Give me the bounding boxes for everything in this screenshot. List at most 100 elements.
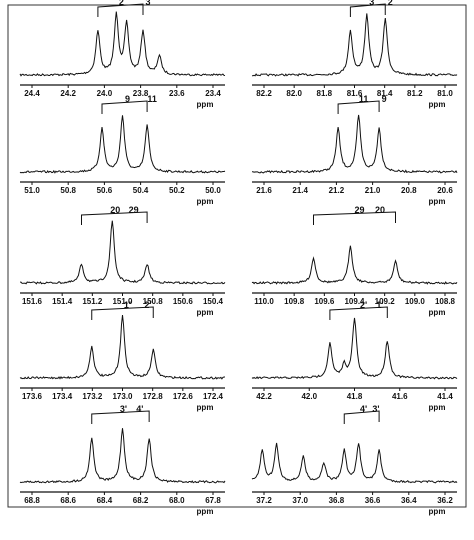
peak-label: 1' xyxy=(124,300,131,310)
tick-label: 173.6 xyxy=(22,392,43,401)
peak-bracket xyxy=(329,306,388,320)
tick-label: 109.8 xyxy=(284,297,305,306)
tick-label: 151.4 xyxy=(52,297,73,306)
peak-label: 3 xyxy=(145,0,150,7)
tick-label: 24.4 xyxy=(24,89,40,98)
peak-label: 3' xyxy=(372,404,379,414)
spectrum-trace xyxy=(251,245,458,285)
tick-label: 50.2 xyxy=(169,186,185,195)
tick-label: 68.8 xyxy=(24,496,40,505)
peak-label: 2' xyxy=(360,300,367,310)
peak-bracket xyxy=(313,211,396,225)
unit-label: ppm xyxy=(197,403,214,412)
tick-label: 42.0 xyxy=(301,392,317,401)
unit-label: ppm xyxy=(429,308,446,317)
unit-label: ppm xyxy=(429,403,446,412)
peak-bracket xyxy=(91,306,154,320)
tick-label: 50.4 xyxy=(133,186,149,195)
spectrum-trace xyxy=(19,11,226,77)
unit-label: ppm xyxy=(429,100,446,109)
peak-label: 1' xyxy=(376,300,383,310)
tick-label: 21.6 xyxy=(256,186,272,195)
peak-label: 3 xyxy=(369,0,374,7)
tick-label: 42.2 xyxy=(256,392,272,401)
tick-label: 37.0 xyxy=(292,496,308,505)
tick-label: 23.8 xyxy=(133,89,149,98)
spectrum-trace xyxy=(251,13,458,77)
peak-bracket xyxy=(343,410,380,424)
tick-label: 151.2 xyxy=(82,297,103,306)
tick-label: 109.2 xyxy=(375,297,396,306)
tick-label: 150.8 xyxy=(143,297,164,306)
tick-label: 109.0 xyxy=(405,297,426,306)
peak-bracket xyxy=(91,410,150,424)
tick-label: 68.2 xyxy=(133,496,149,505)
tick-label: 173.0 xyxy=(112,392,133,401)
tick-label: 21.0 xyxy=(365,186,381,195)
tick-label: 20.6 xyxy=(437,186,453,195)
tick-label: 21.2 xyxy=(329,186,345,195)
tick-label: 41.8 xyxy=(347,392,363,401)
tick-label: 68.4 xyxy=(97,496,113,505)
tick-label: 173.4 xyxy=(52,392,73,401)
tick-label: 150.6 xyxy=(173,297,194,306)
tick-label: 50.6 xyxy=(97,186,113,195)
peak-bracket xyxy=(97,3,144,17)
spectrum-trace xyxy=(251,317,458,380)
tick-label: 109.6 xyxy=(314,297,335,306)
tick-label: 81.2 xyxy=(407,89,423,98)
tick-label: 81.0 xyxy=(437,89,453,98)
tick-label: 172.4 xyxy=(203,392,224,401)
tick-label: 150.4 xyxy=(203,297,224,306)
spectrum-trace xyxy=(251,114,458,174)
tick-label: 50.8 xyxy=(60,186,76,195)
tick-label: 172.8 xyxy=(143,392,164,401)
peak-label: 11 xyxy=(359,94,369,104)
peak-bracket xyxy=(337,100,380,114)
tick-label: 36.2 xyxy=(437,496,453,505)
tick-label: 82.2 xyxy=(256,89,272,98)
unit-label: ppm xyxy=(197,100,214,109)
spectrum-trace xyxy=(19,314,225,380)
peak-label: 20 xyxy=(110,205,120,215)
peak-label: 9 xyxy=(125,94,130,104)
peak-label: 4' xyxy=(136,404,143,414)
tick-label: 81.6 xyxy=(347,89,363,98)
tick-label: 36.6 xyxy=(365,496,381,505)
tick-label: 50.0 xyxy=(205,186,221,195)
tick-label: 82.0 xyxy=(286,89,302,98)
peak-label: 29 xyxy=(354,205,364,215)
spectrum-trace xyxy=(19,115,226,174)
tick-label: 108.8 xyxy=(435,297,456,306)
peak-label: 2 xyxy=(119,0,124,7)
peak-label: 3' xyxy=(120,404,127,414)
tick-label: 41.4 xyxy=(437,392,453,401)
tick-label: 23.6 xyxy=(169,89,185,98)
tick-label: 173.2 xyxy=(82,392,103,401)
tick-label: 68.0 xyxy=(169,496,185,505)
tick-label: 172.6 xyxy=(173,392,194,401)
peak-label: 2' xyxy=(144,300,151,310)
tick-label: 81.8 xyxy=(317,89,333,98)
spectrum-trace xyxy=(20,220,226,285)
unit-label: ppm xyxy=(429,507,446,516)
tick-label: 51.0 xyxy=(24,186,40,195)
peak-bracket xyxy=(81,211,148,225)
tick-label: 21.4 xyxy=(292,186,308,195)
tick-label: 36.4 xyxy=(401,496,417,505)
unit-label: ppm xyxy=(197,507,214,516)
tick-label: 37.2 xyxy=(256,496,272,505)
unit-label: ppm xyxy=(197,197,214,206)
peak-bracket xyxy=(349,3,386,17)
tick-label: 68.6 xyxy=(60,496,76,505)
tick-label: 67.8 xyxy=(205,496,221,505)
tick-label: 41.6 xyxy=(392,392,408,401)
peak-label: 20 xyxy=(375,205,385,215)
tick-label: 81.4 xyxy=(377,89,393,98)
tick-label: 109.4 xyxy=(344,297,365,306)
tick-label: 36.8 xyxy=(329,496,345,505)
peak-label: 29 xyxy=(129,205,139,215)
tick-label: 110.0 xyxy=(254,297,274,306)
spectrum-trace xyxy=(251,442,458,484)
